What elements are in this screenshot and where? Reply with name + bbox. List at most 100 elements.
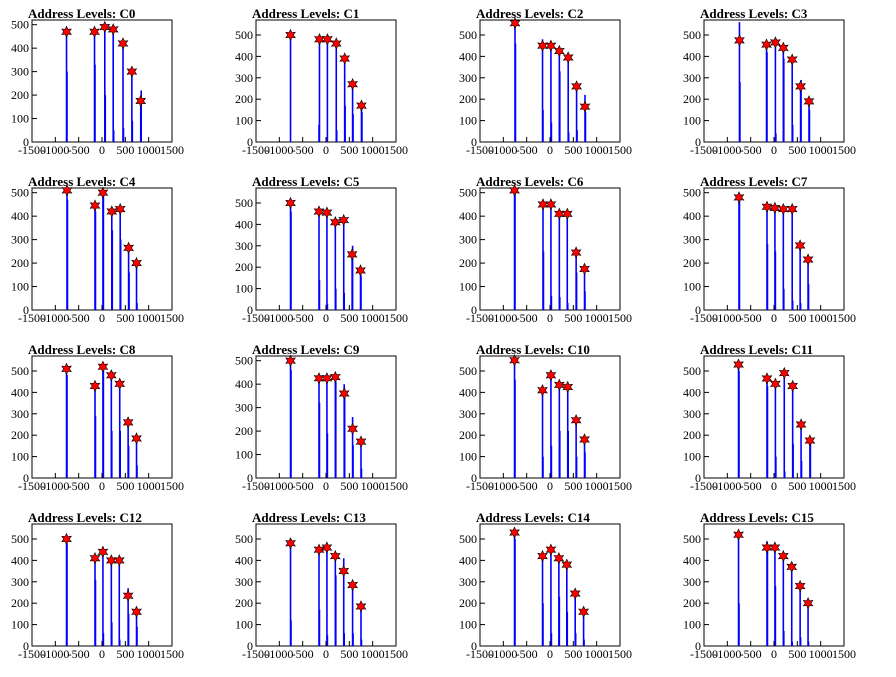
y-tick-label: 200 bbox=[11, 88, 29, 102]
peak-marker bbox=[114, 202, 126, 216]
y-tick-label: 0 bbox=[471, 639, 477, 653]
peak-marker bbox=[786, 202, 798, 216]
peak-marker bbox=[321, 206, 333, 219]
peak-marker bbox=[61, 532, 72, 546]
y-tick-label: 400 bbox=[683, 553, 701, 567]
panel-title: Address Levels: C14 bbox=[476, 510, 590, 525]
peak-marker bbox=[579, 433, 590, 446]
peak-marker bbox=[537, 39, 548, 52]
x-tick-label: 500 bbox=[564, 143, 582, 157]
peak-marker bbox=[338, 564, 350, 578]
peak-marker bbox=[545, 369, 557, 382]
panel-10: Address Levels: C10 0 100 200 300 400 500 -1500… bbox=[459, 342, 632, 493]
x-tick-label: -1500 bbox=[690, 311, 718, 325]
y-tick-label: 400 bbox=[235, 553, 253, 567]
peak-marker bbox=[570, 246, 582, 259]
peak-marker bbox=[123, 241, 135, 255]
peak-marker bbox=[787, 379, 799, 393]
peak-marker bbox=[562, 380, 574, 394]
peak-marker bbox=[537, 383, 548, 397]
peak-marker bbox=[802, 596, 814, 610]
x-tick-label: -1000 bbox=[489, 143, 517, 157]
x-tick-label: 0 bbox=[771, 647, 777, 661]
x-tick-label: 1000 bbox=[137, 479, 161, 493]
y-tick-label: 400 bbox=[235, 217, 253, 231]
panel-title: Address Levels: C8 bbox=[28, 342, 136, 357]
panel-5: Address Levels: C50100200300400500-1500-… bbox=[235, 174, 408, 325]
x-tick-label: 1000 bbox=[361, 647, 385, 661]
x-tick-label: -1000 bbox=[265, 311, 293, 325]
y-tick-label: 300 bbox=[11, 575, 29, 589]
y-tick-label: 300 bbox=[459, 233, 477, 247]
x-tick-label: 500 bbox=[788, 479, 806, 493]
peak-marker bbox=[802, 253, 814, 266]
x-tick-label: 1500 bbox=[832, 143, 856, 157]
peak-marker bbox=[97, 545, 109, 559]
x-tick-label: -1500 bbox=[242, 143, 270, 157]
x-tick-label: 1500 bbox=[160, 143, 184, 157]
y-tick-label: 200 bbox=[11, 256, 29, 270]
x-tick-label: 0 bbox=[99, 479, 105, 493]
peak-marker bbox=[537, 198, 549, 211]
x-tick-label: -1500 bbox=[466, 479, 494, 493]
peak-marker bbox=[131, 432, 142, 445]
peak-marker bbox=[313, 372, 325, 385]
peak-marker bbox=[89, 379, 101, 393]
plot-frame bbox=[703, 355, 845, 479]
y-tick-label: 0 bbox=[695, 135, 701, 149]
peak-marker bbox=[553, 44, 565, 58]
y-tick-label: 100 bbox=[11, 450, 29, 464]
peak-marker bbox=[509, 16, 521, 30]
y-tick-label: 400 bbox=[235, 49, 253, 63]
x-tick-label: -1500 bbox=[242, 311, 270, 325]
x-tick-label: -500 bbox=[68, 647, 90, 661]
peak-marker bbox=[509, 354, 520, 367]
x-tick-label: 0 bbox=[99, 647, 105, 661]
x-tick-label: -1500 bbox=[18, 143, 46, 157]
y-tick-label: 500 bbox=[11, 532, 29, 546]
x-tick-label: 1500 bbox=[384, 647, 408, 661]
y-tick-label: 300 bbox=[683, 575, 701, 589]
plot-frame bbox=[479, 19, 621, 143]
peak-marker bbox=[355, 264, 366, 277]
x-tick-label: -500 bbox=[292, 143, 314, 157]
peak-marker bbox=[114, 377, 126, 391]
peak-marker bbox=[553, 207, 565, 221]
x-tick-label: -1000 bbox=[41, 647, 69, 661]
x-tick-label: 500 bbox=[340, 311, 358, 325]
panel-title: Address Levels: C0 bbox=[28, 6, 135, 21]
y-tick-label: 0 bbox=[471, 303, 477, 317]
x-tick-label: 0 bbox=[547, 143, 553, 157]
peak-marker bbox=[777, 549, 789, 563]
peak-marker bbox=[105, 554, 117, 567]
y-tick-label: 500 bbox=[459, 28, 477, 42]
x-tick-label: -1000 bbox=[489, 311, 517, 325]
x-tick-label: 0 bbox=[547, 479, 553, 493]
x-tick-label: 0 bbox=[323, 311, 329, 325]
y-tick-label: 500 bbox=[459, 364, 477, 378]
plot-frame bbox=[31, 187, 173, 311]
x-tick-label: 500 bbox=[788, 311, 806, 325]
y-tick-label: 100 bbox=[235, 618, 253, 632]
x-tick-label: 500 bbox=[788, 647, 806, 661]
peak-marker bbox=[571, 80, 583, 93]
peak-marker bbox=[346, 248, 358, 261]
peak-marker bbox=[579, 262, 590, 276]
panel-14: Address Levels: C14 0 100 200 300 400 500 -1500… bbox=[459, 510, 632, 661]
x-tick-label: -1500 bbox=[466, 311, 494, 325]
peak-marker bbox=[89, 199, 101, 212]
peak-marker bbox=[761, 541, 773, 554]
y-tick-label: 100 bbox=[683, 280, 701, 294]
y-tick-label: 0 bbox=[247, 303, 253, 317]
peak-marker bbox=[329, 215, 341, 229]
y-tick-label: 200 bbox=[683, 256, 701, 270]
y-tick-label: 200 bbox=[683, 596, 701, 610]
x-tick-label: 1000 bbox=[361, 311, 385, 325]
x-tick-label: 1000 bbox=[809, 311, 833, 325]
x-tick-label: 1000 bbox=[137, 647, 161, 661]
panel-title: Address Levels: C13 bbox=[252, 510, 366, 525]
peak-marker bbox=[769, 377, 781, 391]
peak-marker bbox=[113, 554, 125, 567]
x-tick-label: 500 bbox=[564, 479, 582, 493]
panel-7: Address Levels: C70100200300400500-1500-… bbox=[683, 174, 856, 325]
